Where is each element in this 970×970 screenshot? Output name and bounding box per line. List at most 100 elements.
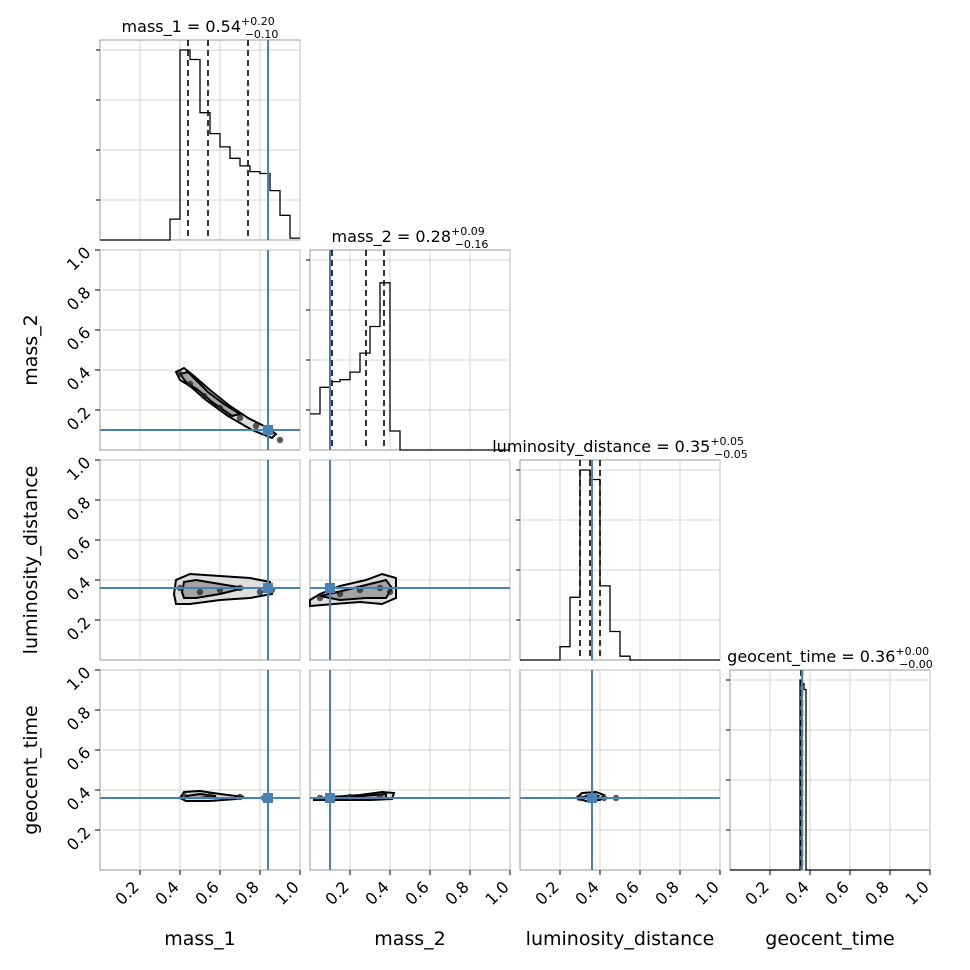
sample-point-1 <box>186 380 194 388</box>
histogram-step-luminosity_distance <box>520 469 720 661</box>
sample-point-4 <box>256 588 264 596</box>
y-tick-label: 0.2 <box>63 403 94 434</box>
sample-point-1 <box>336 590 344 598</box>
y-tick-label: 0.8 <box>63 283 94 314</box>
title-text: mass_2 = 0.28 <box>332 227 451 247</box>
truth-marker <box>263 583 273 593</box>
x-tick-label: 0.2 <box>531 877 562 908</box>
title-plus: +0.00 <box>895 645 929 658</box>
x-tick-label: 0.8 <box>651 877 682 908</box>
panel-frame <box>729 669 931 871</box>
sample-point-2 <box>200 392 208 400</box>
title-plus: +0.09 <box>451 225 485 238</box>
panel-title-luminosity_distance: luminosity_distance = 0.35+0.05 −0.05 <box>492 435 748 461</box>
truth-marker <box>263 793 273 803</box>
hist-panel-mass_1: mass_1 = 0.54+0.20 −0.10 <box>96 15 301 241</box>
title-text: geocent_time = 0.36 <box>727 647 895 667</box>
x-tick-label: 0.6 <box>401 877 432 908</box>
hist-panel-luminosity_distance: luminosity_distance = 0.35+0.05 −0.05 <box>492 435 748 661</box>
truth-marker <box>325 793 335 803</box>
y-tick-label: 0.6 <box>63 533 94 564</box>
y-axis-label-geocent_time: geocent_time <box>20 705 42 834</box>
panel-frame <box>519 669 721 871</box>
y-tick-label: 0.8 <box>63 703 94 734</box>
y-tick-label: 1.0 <box>63 453 94 484</box>
sample-point-4 <box>386 588 394 596</box>
title-plus: +0.05 <box>710 435 744 448</box>
panel-frame <box>99 249 301 451</box>
panel-frame <box>309 249 511 451</box>
title-minus: −0.05 <box>714 448 748 461</box>
sample-point-0 <box>316 594 324 602</box>
panel-frame <box>309 459 511 661</box>
panel-title-mass_1: mass_1 = 0.54+0.20 −0.10 <box>122 15 279 41</box>
panel-frame <box>519 459 721 661</box>
pair-panel-mass_2-luminosity_distance <box>309 459 511 661</box>
panel-title-geocent_time: geocent_time = 0.36+0.00 −0.00 <box>727 645 933 671</box>
x-tick-label: 1.0 <box>691 877 722 908</box>
x-tick-label: 0.6 <box>611 877 642 908</box>
y-tick-label: 0.4 <box>63 783 94 814</box>
y-tick-label: 0.6 <box>63 323 94 354</box>
panel-frame <box>99 669 301 871</box>
title-plus: +0.20 <box>241 15 275 28</box>
hist-panel-mass_2: mass_2 = 0.28+0.09 −0.16 <box>306 225 511 451</box>
y-tick-label: 0.4 <box>63 363 94 394</box>
x-axis-label-mass_1: mass_1 <box>164 928 236 950</box>
x-tick-label: 0.6 <box>191 877 222 908</box>
x-tick-label: 0.4 <box>151 877 182 908</box>
sample-point-3 <box>216 404 224 412</box>
histogram-step-geocent_time <box>730 679 930 871</box>
sample-point-7 <box>276 436 284 444</box>
x-axis-label-luminosity_distance: luminosity_distance <box>526 928 715 950</box>
x-tick-label: 0.2 <box>321 877 352 908</box>
x-tick-label: 0.8 <box>441 877 472 908</box>
y-tick-label: 0.2 <box>63 823 94 854</box>
pair-panel-mass_1-geocent_time <box>99 669 301 871</box>
x-tick-label: 0.6 <box>821 877 852 908</box>
truth-marker <box>587 793 597 803</box>
x-tick-label: 0.2 <box>111 877 142 908</box>
title-text: luminosity_distance = 0.35 <box>492 437 710 457</box>
pair-panel-mass_2-geocent_time <box>309 669 511 871</box>
y-tick-label: 0.4 <box>63 573 94 604</box>
histogram-step-mass_1 <box>100 49 300 241</box>
y-axis-label-luminosity_distance: luminosity_distance <box>20 466 42 655</box>
x-axis-label-geocent_time: geocent_time <box>765 928 894 950</box>
x-axis-label-mass_2: mass_2 <box>374 928 446 950</box>
x-tick-label: 0.4 <box>571 877 602 908</box>
x-tick-label: 0.8 <box>231 877 262 908</box>
hist-panel-geocent_time: geocent_time = 0.36+0.00 −0.00 <box>726 645 933 871</box>
y-tick-label: 0.6 <box>63 743 94 774</box>
x-tick-label: 1.0 <box>481 877 512 908</box>
x-tick-label: 1.0 <box>901 877 932 908</box>
x-tick-label: 0.4 <box>361 877 392 908</box>
title-text: mass_1 = 0.54 <box>122 17 241 37</box>
x-tick-label: 0.4 <box>781 877 812 908</box>
title-minus: −0.10 <box>245 28 279 41</box>
sample-point-0 <box>176 370 184 378</box>
title-minus: −0.00 <box>899 658 933 671</box>
y-axis-label-mass_2: mass_2 <box>20 314 42 386</box>
y-tick-label: 0.8 <box>63 493 94 524</box>
panel-frame <box>309 669 511 871</box>
panel-frame <box>99 459 301 661</box>
panel-title-mass_2: mass_2 = 0.28+0.09 −0.16 <box>332 225 489 251</box>
sample-point-4 <box>236 414 244 422</box>
y-tick-label: 1.0 <box>63 243 94 274</box>
truth-marker <box>263 425 273 435</box>
truth-marker <box>325 583 335 593</box>
pair-panel-luminosity_distance-geocent_time <box>519 669 721 871</box>
contour-1 <box>178 370 243 418</box>
x-tick-label: 1.0 <box>271 877 302 908</box>
pair-panel-mass_1-mass_2 <box>99 249 301 451</box>
x-tick-label: 0.2 <box>741 877 772 908</box>
x-tick-label: 0.8 <box>861 877 892 908</box>
title-minus: −0.16 <box>455 238 489 251</box>
sample-point-5 <box>252 422 260 430</box>
sample-point-1 <box>196 588 204 596</box>
y-tick-label: 1.0 <box>63 663 94 694</box>
pair-panel-mass_1-luminosity_distance <box>99 459 301 661</box>
y-tick-label: 0.2 <box>63 613 94 644</box>
